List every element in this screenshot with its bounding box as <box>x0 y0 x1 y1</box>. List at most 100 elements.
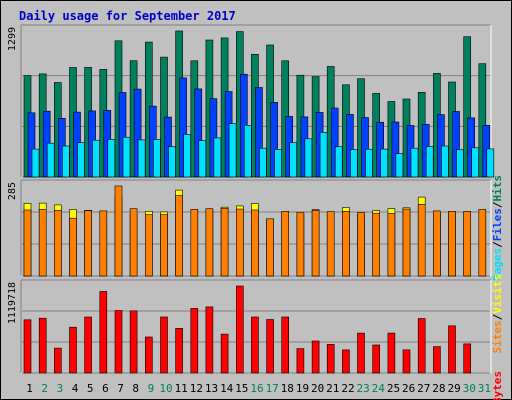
bar-files <box>27 112 36 178</box>
x-axis-labels: 1 2 3 4 5 6 7 8 9 10 11 12 13 14 15 16 17 18 19 20 21 22 23 24 2… <box>26 382 491 395</box>
panel-legend: Sites/Visits <box>491 274 504 354</box>
bar-pages <box>228 123 237 178</box>
bar-sites <box>251 209 259 277</box>
day-label: 7 <box>117 382 124 395</box>
day-label: 13 <box>205 382 218 395</box>
bar-kbytes <box>296 348 305 374</box>
day-label: 5 <box>87 382 94 395</box>
bar-kbytes <box>311 340 320 374</box>
bar-pages <box>244 125 252 178</box>
bar-pages <box>137 139 146 178</box>
panel-legend: Pages/Files/Hits <box>491 175 504 281</box>
bar-pages <box>486 148 495 178</box>
bar-pages <box>441 145 449 178</box>
bar-pages <box>77 142 85 178</box>
bar-kbytes <box>175 327 183 374</box>
bar-sites <box>220 208 229 277</box>
bar-kbytes <box>387 332 396 374</box>
bar-files <box>330 107 339 178</box>
bar-files <box>452 111 460 178</box>
bar-sites <box>145 214 153 277</box>
bar-kbytes <box>53 347 62 374</box>
day-label: 2 <box>41 382 48 395</box>
day-label: 26 <box>402 382 415 395</box>
panel-max-label: 1299 <box>7 27 18 51</box>
bar-pages <box>107 139 116 178</box>
bar-kbytes <box>433 346 441 374</box>
bar-sites <box>99 210 108 277</box>
bar-kbytes <box>357 332 365 374</box>
bar-pages <box>380 148 389 178</box>
bar-pages <box>471 147 480 178</box>
bar-kbytes <box>372 344 381 374</box>
legend-pages: Pages <box>491 248 504 281</box>
bar-sites <box>266 218 274 277</box>
bar-kbytes <box>23 319 32 374</box>
bar-sites <box>433 210 441 277</box>
bar-sites <box>402 208 411 277</box>
bar-pages <box>334 146 343 178</box>
day-label: 18 <box>281 382 294 395</box>
bar-pages <box>153 139 161 178</box>
bar-files <box>361 117 369 178</box>
bar-pages <box>46 142 55 178</box>
bar-pages <box>183 134 191 178</box>
day-label: 22 <box>341 382 354 395</box>
bar-files <box>270 102 278 178</box>
day-label: 14 <box>220 382 234 395</box>
bar-pages <box>395 153 404 178</box>
day-label: 29 <box>447 382 460 395</box>
day-label: 21 <box>326 382 339 395</box>
bar-pages <box>274 149 282 178</box>
bar-sites <box>190 209 199 277</box>
day-label: 9 <box>148 382 155 395</box>
day-label: 28 <box>432 382 445 395</box>
day-label: 15 <box>235 382 248 395</box>
bar-files <box>133 88 142 178</box>
bar-pages <box>319 132 328 178</box>
bar-pages <box>31 148 40 178</box>
bar-files <box>194 88 203 178</box>
bar-pages <box>350 149 358 178</box>
bar-kbytes <box>38 317 47 374</box>
day-label: 1 <box>26 382 33 395</box>
legend-separator: / <box>491 241 504 248</box>
bar-sites <box>38 209 47 277</box>
bar-pages <box>122 136 131 178</box>
bar-kbytes <box>84 316 92 374</box>
bar-sites <box>326 211 335 277</box>
day-label: 23 <box>356 382 369 395</box>
day-label: 16 <box>250 382 263 395</box>
day-label: 11 <box>175 382 188 395</box>
bar-kbytes <box>251 316 259 374</box>
bar-kbytes <box>417 318 426 374</box>
bar-sites <box>417 204 426 277</box>
legend-visits: Visits <box>491 274 504 314</box>
day-label: 10 <box>159 382 172 395</box>
bar-kbytes <box>236 285 244 374</box>
bar-sites <box>342 211 350 277</box>
bar-kbytes <box>69 326 77 374</box>
bar-kbytes <box>448 325 456 374</box>
bar-files <box>467 117 476 178</box>
day-label: 25 <box>387 382 400 395</box>
bar-kbytes <box>114 310 123 374</box>
bar-kbytes <box>402 349 411 374</box>
bar-files <box>118 92 127 178</box>
bar-sites <box>175 195 183 277</box>
bar-kbytes <box>342 349 350 374</box>
bar-pages <box>304 138 313 178</box>
bar-sites <box>448 211 456 277</box>
panel-max-label: 1119718 <box>7 282 18 324</box>
bar-pages <box>259 147 267 178</box>
legend-kbytes: KBytes <box>491 371 504 400</box>
day-label: 20 <box>311 382 324 395</box>
bar-sites <box>478 209 487 277</box>
panels-group: 1299Pages/Files/Hits285Sites/Visits11197… <box>7 24 504 400</box>
bar-sites <box>205 208 214 277</box>
legend-hits: Hits <box>491 175 504 202</box>
bar-sites <box>281 211 290 277</box>
